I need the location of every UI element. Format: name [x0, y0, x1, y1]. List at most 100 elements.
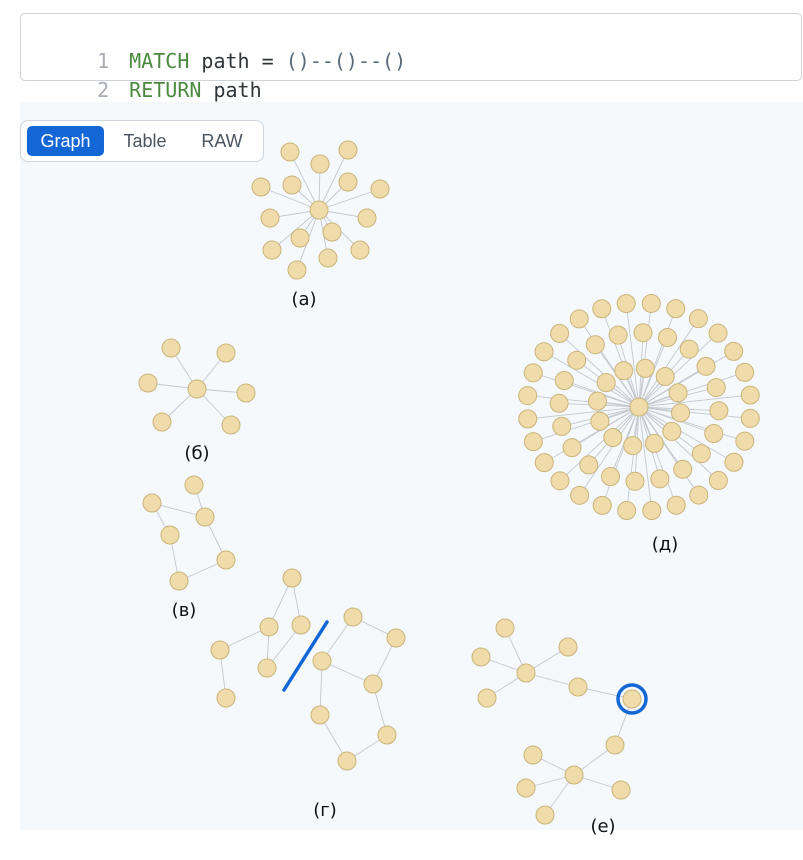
- graph-d-node[interactable]: [666, 495, 686, 515]
- graph-e-node[interactable]: [477, 688, 497, 708]
- graph-g-node[interactable]: [282, 568, 302, 588]
- graph-d-node[interactable]: [704, 423, 724, 443]
- graph-g-node[interactable]: [312, 651, 332, 671]
- graph-d-node[interactable]: [579, 455, 599, 475]
- graph-v-node[interactable]: [142, 493, 162, 513]
- graph-a-node[interactable]: [262, 240, 282, 260]
- graph-d-node[interactable]: [518, 409, 538, 429]
- graph-d-node[interactable]: [671, 403, 691, 423]
- graph-d-node[interactable]: [614, 361, 634, 381]
- graph-e-node[interactable]: [611, 780, 631, 800]
- graph-g-node[interactable]: [363, 674, 383, 694]
- graph-d-node[interactable]: [550, 324, 570, 344]
- graph-d-node[interactable]: [696, 356, 716, 376]
- graph-a-node[interactable]: [251, 177, 271, 197]
- graph-a-node[interactable]: [318, 248, 338, 268]
- graph-a-node[interactable]: [322, 222, 342, 242]
- graph-a-node[interactable]: [338, 140, 358, 160]
- graph-d-node[interactable]: [679, 339, 699, 359]
- graph-a-node[interactable]: [357, 208, 377, 228]
- graph-g-node[interactable]: [257, 658, 277, 678]
- graph-d-node[interactable]: [534, 342, 554, 362]
- graph-v-node[interactable]: [184, 475, 204, 495]
- graph-d-node[interactable]: [657, 327, 677, 347]
- graph-d-node[interactable]: [666, 299, 686, 319]
- graph-d-node[interactable]: [534, 453, 554, 473]
- graph-a-node[interactable]: [350, 240, 370, 260]
- graph-d-node[interactable]: [708, 470, 728, 490]
- graph-a-node[interactable]: [282, 175, 302, 195]
- graph-d-node[interactable]: [552, 416, 572, 436]
- graph-a-node[interactable]: [287, 260, 307, 280]
- graph-v-node[interactable]: [216, 550, 236, 570]
- graph-d-node[interactable]: [523, 432, 543, 452]
- graph-b-node[interactable]: [152, 412, 172, 432]
- graph-e-node[interactable]: [605, 735, 625, 755]
- graph-d-node[interactable]: [740, 385, 760, 405]
- graph-d-node[interactable]: [706, 378, 726, 398]
- graph-e-node[interactable]: [535, 805, 555, 825]
- graph-d-node[interactable]: [567, 350, 587, 370]
- graph-a-node[interactable]: [290, 228, 310, 248]
- graph-e-node[interactable]: [622, 689, 642, 709]
- graph-b-node[interactable]: [236, 383, 256, 403]
- graph-d-node[interactable]: [569, 309, 589, 329]
- graph-e-node[interactable]: [568, 677, 588, 697]
- tab-raw[interactable]: RAW: [201, 131, 243, 151]
- graph-b-node[interactable]: [216, 343, 236, 363]
- graph-g-node[interactable]: [216, 688, 236, 708]
- graph-d-node[interactable]: [592, 299, 612, 319]
- graph-d-node[interactable]: [662, 421, 682, 441]
- graph-v-node[interactable]: [169, 571, 189, 591]
- graph-e-node[interactable]: [558, 637, 578, 657]
- graph-a-node[interactable]: [338, 172, 358, 192]
- graph-d-node[interactable]: [587, 391, 607, 411]
- graph-g-node[interactable]: [210, 640, 230, 660]
- graph-g-node[interactable]: [343, 607, 363, 627]
- graph-d-node[interactable]: [617, 501, 637, 521]
- graph-d-node[interactable]: [642, 500, 662, 520]
- graph-d-node[interactable]: [603, 428, 623, 448]
- graph-v-node[interactable]: [195, 507, 215, 527]
- graph-a-node[interactable]: [260, 208, 280, 228]
- graph-d-node[interactable]: [735, 362, 755, 382]
- graph-g-node[interactable]: [259, 617, 279, 637]
- tab-table[interactable]: Table: [123, 131, 167, 151]
- graph-g-node[interactable]: [337, 751, 357, 771]
- graph-d-node[interactable]: [596, 373, 616, 393]
- graph-d-node[interactable]: [673, 459, 693, 479]
- graph-d-node[interactable]: [724, 452, 744, 472]
- graph-d-node[interactable]: [635, 358, 655, 378]
- graph-v-node[interactable]: [160, 525, 180, 545]
- graph-d-node[interactable]: [655, 366, 675, 386]
- graph-d-node[interactable]: [644, 433, 664, 453]
- graph-d-node[interactable]: [740, 408, 760, 428]
- graph-d-node[interactable]: [592, 495, 612, 515]
- graph-e-node[interactable]: [516, 778, 536, 798]
- graph-g-node[interactable]: [291, 615, 311, 635]
- graph-d-node[interactable]: [608, 325, 628, 345]
- graph-g-node[interactable]: [310, 705, 330, 725]
- tab-graph[interactable]: Graph: [27, 126, 104, 156]
- graph-d-node[interactable]: [735, 431, 755, 451]
- graph-d-node[interactable]: [688, 309, 708, 329]
- graph-d-node[interactable]: [550, 471, 570, 491]
- graph-e-node[interactable]: [564, 765, 584, 785]
- graph-d-node[interactable]: [689, 485, 709, 505]
- graph-e-node[interactable]: [495, 618, 515, 638]
- graph-d-node[interactable]: [691, 444, 711, 464]
- graph-d-node[interactable]: [650, 469, 670, 489]
- graph-a-center-node[interactable]: [309, 200, 329, 220]
- graph-a-node[interactable]: [310, 154, 330, 174]
- graph-d-node[interactable]: [601, 467, 621, 487]
- graph-b-node[interactable]: [138, 373, 158, 393]
- graph-d-node[interactable]: [585, 335, 605, 355]
- graph-d-node[interactable]: [518, 386, 538, 406]
- graph-d-node[interactable]: [616, 294, 636, 314]
- graph-d-node[interactable]: [724, 341, 744, 361]
- graph-e-node[interactable]: [516, 663, 536, 683]
- graph-e-node[interactable]: [471, 647, 491, 667]
- graph-b-node[interactable]: [221, 415, 241, 435]
- graph-a-node[interactable]: [370, 179, 390, 199]
